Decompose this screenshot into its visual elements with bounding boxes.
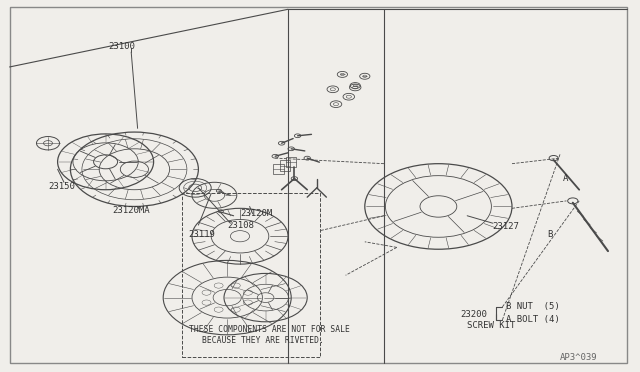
- Text: 23119: 23119: [189, 230, 216, 239]
- Text: 23100: 23100: [109, 42, 136, 51]
- Text: 23200: 23200: [461, 310, 488, 319]
- Text: A BOLT (4): A BOLT (4): [506, 315, 559, 324]
- Text: 23120M: 23120M: [240, 209, 272, 218]
- Bar: [273, 164, 284, 174]
- Text: 23120MA: 23120MA: [112, 206, 150, 215]
- Text: THESE COMPONENTS ARE NOT FOR SALE: THESE COMPONENTS ARE NOT FOR SALE: [189, 325, 349, 334]
- Text: A: A: [563, 174, 568, 183]
- Bar: [182, 193, 320, 357]
- Text: 23150: 23150: [48, 182, 75, 190]
- Text: 23127: 23127: [493, 222, 520, 231]
- Text: 23108: 23108: [227, 221, 254, 230]
- Bar: [280, 160, 290, 171]
- Text: B NUT  (5): B NUT (5): [506, 302, 559, 311]
- Text: SCREW KIT: SCREW KIT: [467, 321, 516, 330]
- Text: B: B: [547, 230, 552, 239]
- Text: AP3^039: AP3^039: [560, 353, 598, 362]
- Text: BECAUSE THEY ARE RIVETED.: BECAUSE THEY ARE RIVETED.: [202, 336, 323, 345]
- Bar: [286, 157, 296, 167]
